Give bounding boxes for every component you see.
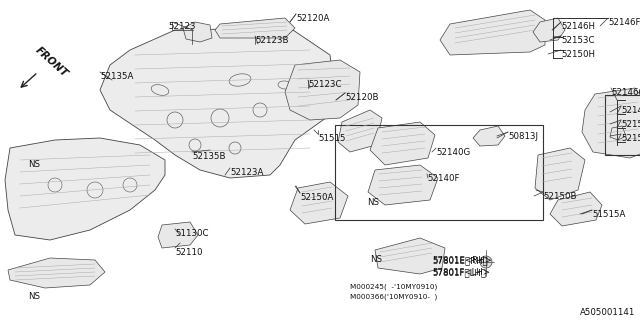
Text: 52150I: 52150I [621,134,640,143]
Polygon shape [338,110,382,152]
Text: 52140G: 52140G [436,148,470,157]
Text: 51515: 51515 [318,134,346,143]
Polygon shape [215,18,295,38]
Text: 57801E<RH>: 57801E<RH> [432,256,492,265]
Text: FRONT: FRONT [34,45,70,79]
Polygon shape [610,126,626,140]
Text: 52123: 52123 [168,22,195,31]
Text: 57801F<LH>: 57801F<LH> [432,268,490,277]
Text: NS: NS [370,255,382,264]
Text: 52146G: 52146G [611,88,640,97]
Text: 52135B: 52135B [192,152,225,161]
Text: 52123C: 52123C [308,80,342,89]
Text: 52150B: 52150B [543,192,577,201]
Text: 52135A: 52135A [100,72,133,81]
Bar [335,125,543,220]
Text: 52150A: 52150A [300,193,333,202]
Text: M000245(  -'10MY0910): M000245( -'10MY0910) [350,284,437,291]
Text: 51130C: 51130C [175,229,209,238]
Text: A505001141: A505001141 [580,308,636,317]
Text: NS: NS [28,292,40,301]
Polygon shape [370,122,435,165]
Text: 52150H: 52150H [561,50,595,59]
Polygon shape [533,18,565,42]
Polygon shape [290,182,348,224]
Text: 57801E〈RH〉: 57801E〈RH〉 [432,256,488,265]
Text: 57801F〈LH〉: 57801F〈LH〉 [432,268,486,277]
Text: 52146H: 52146H [561,22,595,31]
Text: 52153C: 52153C [561,36,595,45]
Text: 52153D: 52153D [621,120,640,129]
Text: 52123A: 52123A [230,168,264,177]
Text: M000366('10MY0910-  ): M000366('10MY0910- ) [350,294,437,300]
Polygon shape [8,258,105,288]
Text: 52120A: 52120A [296,14,330,23]
Polygon shape [440,10,545,55]
Text: 52110: 52110 [175,248,202,257]
Polygon shape [5,138,165,240]
Circle shape [480,256,492,268]
Polygon shape [550,192,602,226]
Polygon shape [100,28,335,178]
Text: 50813J: 50813J [508,132,538,141]
Bar [605,95,640,155]
Polygon shape [582,88,640,158]
Text: 52140F: 52140F [427,174,460,183]
Text: 52146I: 52146I [621,106,640,115]
Polygon shape [183,22,212,42]
Polygon shape [375,238,445,274]
Text: NS: NS [28,160,40,169]
Polygon shape [368,165,438,205]
Polygon shape [473,126,505,146]
Text: 52146F: 52146F [608,18,640,27]
Text: 52123B: 52123B [255,36,289,45]
Text: 52120B: 52120B [345,93,378,102]
Text: 51515A: 51515A [592,210,625,219]
Polygon shape [158,222,198,248]
Polygon shape [535,148,585,200]
Polygon shape [285,60,360,120]
Text: NS: NS [367,198,379,207]
